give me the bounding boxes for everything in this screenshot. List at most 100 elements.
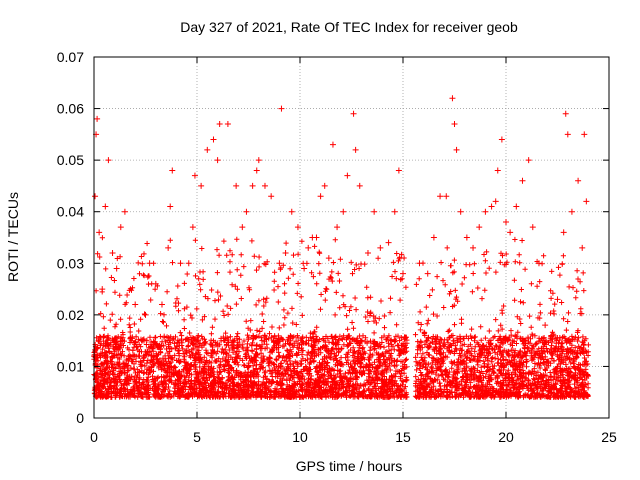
data-point [121, 208, 128, 215]
data-point [191, 172, 198, 179]
data-point [463, 234, 470, 241]
y-tick-label: 0.07 [57, 49, 84, 65]
data-point [329, 141, 336, 148]
data-point [430, 234, 437, 241]
data-point [350, 110, 357, 117]
data-point [325, 255, 332, 262]
x-axis-label: GPS time / hours [296, 458, 403, 474]
data-point [583, 198, 590, 205]
data-point [385, 239, 392, 246]
data-point [449, 95, 456, 102]
dense-point-cloud [91, 235, 591, 400]
y-tick-label: 0.02 [57, 307, 84, 323]
data-point [243, 208, 250, 215]
data-point [513, 203, 520, 210]
data-point [92, 193, 99, 200]
x-tick-label: 20 [498, 429, 514, 445]
data-point [451, 121, 458, 128]
data-point [117, 224, 124, 231]
data-point [288, 208, 295, 215]
data-point [575, 177, 582, 184]
data-point [482, 208, 489, 215]
data-point [305, 244, 312, 251]
data-point [253, 167, 260, 174]
data-point [317, 193, 324, 200]
data-point [437, 193, 444, 200]
data-point [239, 224, 246, 231]
data-point [185, 260, 192, 267]
axis-ticks [93, 56, 610, 419]
data-point [109, 249, 116, 256]
data-point [554, 296, 561, 303]
x-tick-label: 10 [292, 429, 308, 445]
data-point [371, 208, 378, 215]
data-point [132, 301, 139, 308]
data-point [507, 229, 514, 236]
data-point [282, 249, 289, 256]
y-tick-label: 0.01 [57, 358, 84, 374]
data-point [198, 182, 205, 189]
data-point [356, 182, 363, 189]
data-point [210, 136, 217, 143]
data-point [301, 265, 308, 272]
data-point [391, 208, 398, 215]
data-point [503, 219, 509, 226]
data-point [400, 270, 406, 277]
y-tick-label: 0.04 [57, 204, 84, 220]
data-point [216, 121, 223, 128]
data-point [177, 260, 184, 267]
data-point [377, 244, 384, 251]
data-points [91, 95, 590, 360]
data-point [344, 172, 351, 179]
data-point [189, 224, 196, 231]
data-point [416, 260, 423, 267]
data-point [443, 193, 450, 200]
data-point [525, 157, 532, 164]
data-point [579, 244, 586, 251]
data-point [581, 131, 588, 138]
chart-title: Day 327 of 2021, Rate Of TEC Index for r… [180, 19, 518, 35]
dense-points-layer [91, 235, 591, 400]
data-point [492, 198, 499, 205]
y-tick-label: 0.03 [57, 255, 84, 271]
data-point [261, 182, 268, 189]
data-point [146, 260, 153, 267]
data-point [249, 182, 256, 189]
data-point [313, 234, 320, 241]
x-tick-label: 0 [90, 429, 98, 445]
data-point [233, 182, 240, 189]
data-point [562, 110, 569, 117]
x-tick-label: 15 [395, 429, 411, 445]
data-point [457, 208, 464, 215]
data-point [334, 224, 341, 231]
data-point [96, 229, 103, 236]
data-point [542, 322, 549, 329]
data-point [535, 260, 542, 267]
data-point [488, 203, 495, 210]
data-point [204, 146, 211, 153]
data-point [224, 121, 231, 128]
x-tick-label: 5 [193, 429, 201, 445]
data-point [568, 208, 575, 215]
data-point [395, 167, 402, 174]
data-point [476, 224, 483, 231]
data-point [152, 280, 159, 287]
data-point [364, 249, 371, 256]
data-point [165, 244, 172, 251]
data-point [564, 131, 571, 138]
data-point [169, 167, 176, 174]
data-point [158, 301, 165, 308]
data-point [278, 105, 285, 112]
data-point [94, 115, 101, 122]
data-point [294, 224, 301, 231]
y-axis-label: ROTI / TECUs [5, 192, 21, 282]
data-point [453, 146, 460, 153]
data-point [321, 182, 328, 189]
data-point [519, 177, 526, 184]
data-point [498, 136, 505, 143]
data-point [214, 157, 221, 164]
x-tick-labels: 0 5 10 15 20 25 [90, 429, 617, 445]
data-point [167, 203, 174, 210]
